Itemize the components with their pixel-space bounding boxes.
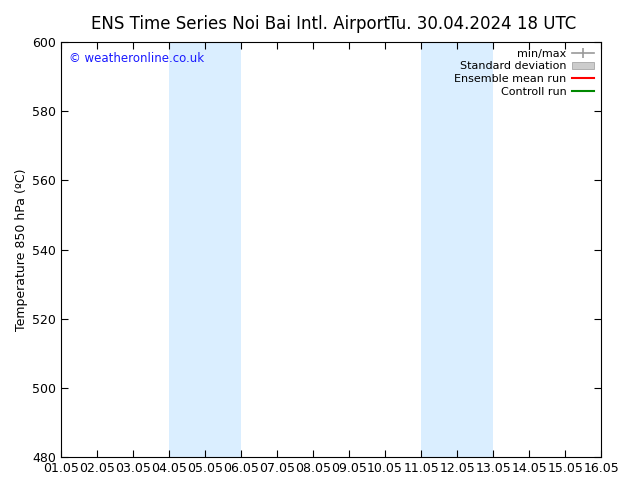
Bar <box>169 42 241 457</box>
Text: © weatheronline.co.uk: © weatheronline.co.uk <box>69 52 204 66</box>
Text: Tu. 30.04.2024 18 UTC: Tu. 30.04.2024 18 UTC <box>388 15 576 33</box>
Legend: min/max, Standard deviation, Ensemble mean run, Controll run: min/max, Standard deviation, Ensemble me… <box>451 46 598 100</box>
Y-axis label: Temperature 850 hPa (ºC): Temperature 850 hPa (ºC) <box>15 169 28 331</box>
Text: ENS Time Series Noi Bai Intl. Airport: ENS Time Series Noi Bai Intl. Airport <box>91 15 391 33</box>
Bar <box>421 42 493 457</box>
